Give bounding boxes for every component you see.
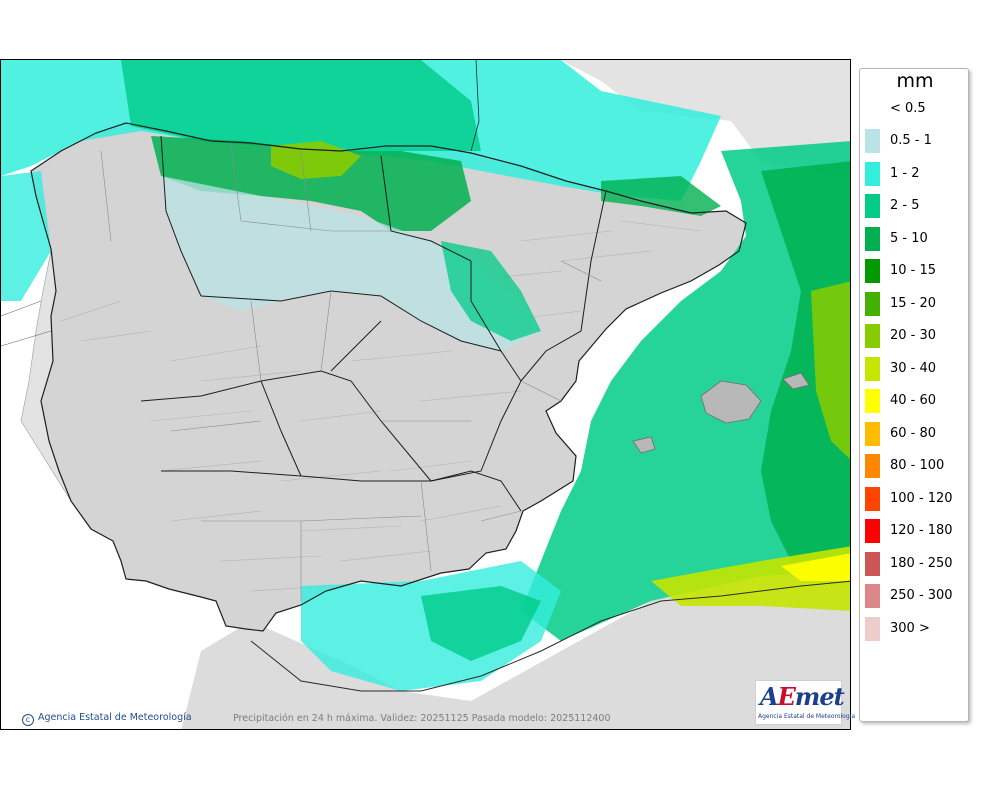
precip-med-east — [761, 161, 850, 561]
legend-item: 60 - 80 — [865, 421, 965, 446]
legend-swatch — [865, 194, 880, 218]
legend-label: 80 - 100 — [890, 458, 945, 473]
legend-label: 180 - 250 — [890, 555, 953, 571]
logo-subtitle: Agencia Estatal de Meteorología — [758, 713, 855, 720]
legend-item: 100 - 120 — [865, 486, 965, 511]
legend-swatch — [865, 486, 880, 511]
legend-swatch — [865, 324, 880, 348]
legend-swatch — [865, 291, 880, 316]
logo-wordmark: AEmet — [760, 682, 845, 711]
logo-letter-e: E — [777, 682, 796, 711]
copyright-icon: c — [22, 714, 34, 726]
province-borders — [100, 145, 602, 601]
aemet-logo: AEmet Agencia Estatal de Meteorología — [755, 680, 855, 725]
legend-item: 40 - 60 — [865, 389, 965, 413]
legend-item: 15 - 20 — [865, 291, 965, 316]
legend-swatch — [865, 616, 880, 641]
precip-alboran-mid — [421, 586, 541, 661]
precip-alboran-max — [781, 553, 850, 581]
africa-land — [181, 571, 850, 729]
credit-label: Agencia Estatal de Meteorología — [38, 712, 192, 723]
africa-coastline — [250, 580, 850, 692]
legend-item: 30 - 40 — [865, 356, 965, 381]
logo-letters-met: met — [794, 682, 845, 711]
legend-label: 100 - 120 — [890, 490, 953, 506]
precip-cantabrian — [121, 60, 481, 151]
menorca-island — [782, 372, 810, 390]
precip-mediterranean — [521, 141, 850, 641]
legend-label: 2 - 5 — [890, 198, 920, 213]
spain-coastline — [30, 122, 747, 632]
legend-item: 250 - 300 — [865, 584, 965, 608]
relief-texture — [60, 220, 702, 592]
legend-swatch — [865, 584, 880, 608]
legend-label: 60 - 80 — [890, 425, 937, 441]
ibiza-island — [632, 436, 656, 454]
legend-label: 120 - 180 — [890, 523, 953, 538]
legend-label: 250 - 300 — [890, 588, 953, 603]
legend-label: 0.5 - 1 — [890, 133, 932, 148]
legend-item: 120 - 180 — [865, 519, 965, 543]
precip-alboran-band — [651, 546, 850, 611]
legend-label: 300 > — [890, 620, 930, 636]
legend-item: 300 > — [865, 616, 965, 641]
legend-swatch — [865, 519, 880, 543]
legend-label: 30 - 40 — [890, 360, 937, 376]
legend-unit: mm — [896, 70, 934, 92]
legend-swatch — [865, 389, 880, 413]
legend-swatch — [865, 129, 880, 153]
legend-label: 10 - 15 — [890, 263, 937, 278]
legend-item: 5 - 10 — [865, 226, 965, 251]
legend-swatch — [865, 161, 880, 186]
legend-label: 20 - 30 — [890, 328, 937, 343]
legend-swatch — [865, 259, 880, 283]
portugal-borders — [1, 300, 52, 347]
precip-interior-light — [161, 176, 541, 351]
legend-label: 40 - 60 — [890, 393, 937, 408]
legend-label: 1 - 2 — [890, 165, 920, 181]
precip-med-max — [811, 281, 850, 460]
legend-item: 2 - 5 — [865, 194, 965, 218]
legend-item: 1 - 2 — [865, 161, 965, 186]
legend-swatch — [865, 226, 880, 251]
precip-ebro — [441, 241, 541, 341]
precipitation-map[interactable] — [0, 59, 851, 730]
legend-swatch — [865, 356, 880, 381]
legend-swatch — [865, 421, 880, 446]
legend-label: 15 - 20 — [890, 295, 937, 311]
legend-item: 0.5 - 1 — [865, 129, 965, 153]
credit-text: c Agencia Estatal de Meteorología — [22, 712, 192, 726]
legend-item: 10 - 15 — [865, 259, 965, 283]
legend-item: 80 - 100 — [865, 454, 965, 478]
precip-north-band — [151, 136, 471, 231]
legend-panel: mm < 0.5 0.5 - 1 1 - 2 2 - 5 5 - 10 10 - 15 1… — [859, 68, 969, 722]
legend-swatch — [865, 454, 880, 478]
logo-letter-a: A — [760, 682, 779, 711]
precip-pyrenees — [601, 176, 721, 216]
legend-item: 20 - 30 — [865, 324, 965, 348]
legend-label: 5 - 10 — [890, 230, 928, 246]
legend-item: 180 - 250 — [865, 551, 965, 576]
map-canvas — [1, 60, 850, 729]
france-coastline — [470, 60, 480, 152]
legend-swatch — [865, 551, 880, 576]
map-caption: Precipitación en 24 h máxima. Validez: 2… — [233, 713, 611, 724]
legend-below-min: < 0.5 — [890, 101, 926, 116]
mallorca-island — [700, 380, 762, 424]
